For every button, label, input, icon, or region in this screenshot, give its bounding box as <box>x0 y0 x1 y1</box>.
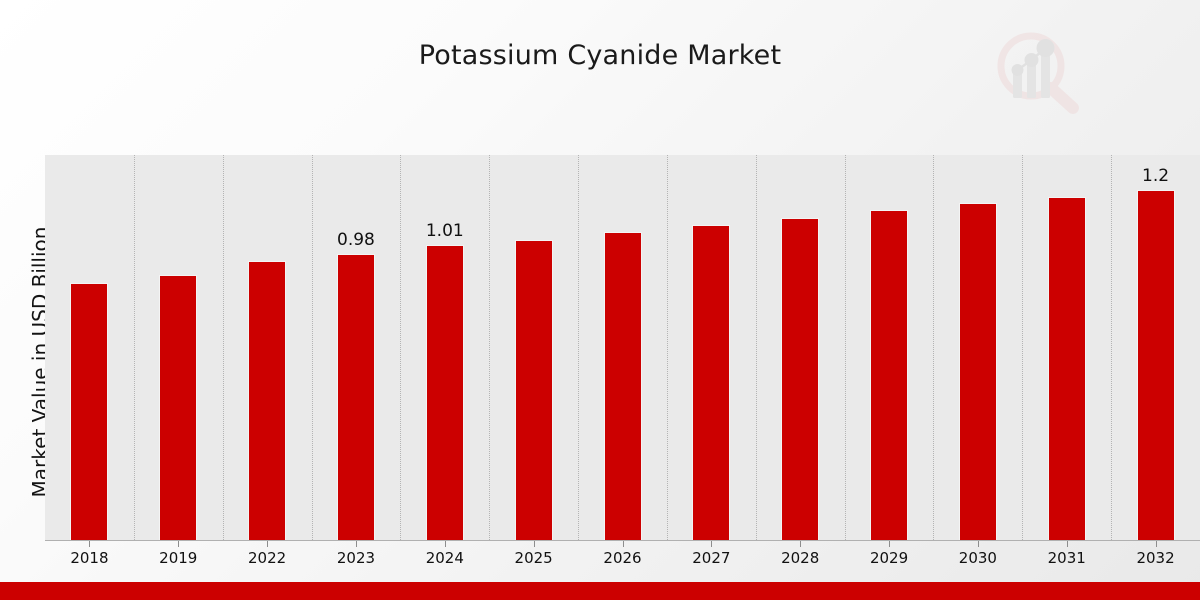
bar-column[interactable] <box>692 155 731 540</box>
x-axis-tick-label-2026: 2026 <box>603 549 642 567</box>
x-axis-tick <box>533 541 535 547</box>
x-axis-tick <box>1155 541 1157 547</box>
bar-column[interactable] <box>70 155 109 540</box>
bar-column[interactable] <box>781 155 820 540</box>
bar-column[interactable] <box>514 155 553 540</box>
x-axis-tick <box>1066 541 1068 547</box>
bar-value-label-2023: 0.98 <box>337 230 375 251</box>
x-axis-tick <box>889 541 891 547</box>
x-axis-tick-label-2032: 2032 <box>1136 549 1175 567</box>
bar-column[interactable] <box>248 155 287 540</box>
x-axis-tick <box>711 541 713 547</box>
bar-column[interactable] <box>958 155 997 540</box>
gridline-vertical <box>1022 155 1024 540</box>
x-axis-tick <box>89 541 91 547</box>
x-axis-line <box>45 540 1200 541</box>
x-axis-tick <box>800 541 802 547</box>
bar-column[interactable] <box>603 155 642 540</box>
gridline-vertical <box>578 155 580 540</box>
bar-2029[interactable] <box>870 210 909 540</box>
plot-area: 0.98 1.01 1.2 <box>45 155 1200 540</box>
x-axis-tick-label-2028: 2028 <box>781 549 820 567</box>
gridline-vertical <box>844 155 846 540</box>
bar-column[interactable]: 1.01 <box>425 155 464 540</box>
x-axis-tick-label-2027: 2027 <box>692 549 731 567</box>
x-axis-tick-label-2023: 2023 <box>336 549 376 567</box>
x-axis-tick <box>977 541 979 547</box>
bar-value-label-2024: 1.01 <box>425 221 464 242</box>
bar-column[interactable]: 0.98 <box>336 155 375 540</box>
chart-title: Potassium Cyanide Market <box>418 40 782 71</box>
bar-2030[interactable] <box>958 203 997 540</box>
footer-accent-bar <box>0 582 1200 600</box>
gridline-vertical <box>311 155 313 540</box>
gridline-vertical <box>933 155 935 540</box>
x-axis-tick-label-2031: 2031 <box>1047 549 1086 567</box>
bar-column[interactable] <box>870 155 909 540</box>
bar-2028[interactable] <box>781 217 820 540</box>
gridline-vertical <box>133 155 135 540</box>
bar-column[interactable] <box>159 155 198 540</box>
x-axis-tick <box>267 541 269 547</box>
bar-2032[interactable] <box>1136 190 1175 540</box>
bar-2019[interactable] <box>159 274 198 540</box>
bar-value-label-2032: 1.2 <box>1142 166 1170 186</box>
bar-2023[interactable] <box>336 254 375 540</box>
x-axis-tick-label-2018: 2018 <box>70 549 109 567</box>
bar-2026[interactable] <box>603 232 642 540</box>
gridline-vertical <box>489 155 491 540</box>
bar-2027[interactable] <box>692 225 731 540</box>
bar-2031[interactable] <box>1047 197 1086 540</box>
x-axis-tick-label-2029: 2029 <box>869 549 909 567</box>
x-axis-tick-label-2024: 2024 <box>425 549 464 567</box>
bar-2025[interactable] <box>514 239 553 540</box>
bar-2024[interactable] <box>425 245 464 540</box>
gridline-vertical <box>222 155 224 540</box>
bar-2022[interactable] <box>248 261 287 540</box>
x-axis-tick-label-2025: 2025 <box>514 549 553 567</box>
x-axis-tick <box>444 541 446 547</box>
x-axis-tick <box>178 541 180 547</box>
gridline-vertical <box>755 155 757 540</box>
x-axis-tick-label-2022: 2022 <box>248 549 287 567</box>
gridline-vertical <box>666 155 668 540</box>
bar-2018[interactable] <box>70 283 109 540</box>
x-axis-tick-label-2019: 2019 <box>159 549 198 567</box>
bar-column[interactable] <box>1047 155 1086 540</box>
bar-column[interactable]: 1.2 <box>1136 155 1175 540</box>
x-axis-tick-label-2030: 2030 <box>958 549 997 567</box>
gridline-vertical <box>400 155 402 540</box>
x-axis-tick <box>622 541 624 547</box>
gridline-vertical <box>1111 155 1113 540</box>
x-axis-tick <box>355 541 357 547</box>
